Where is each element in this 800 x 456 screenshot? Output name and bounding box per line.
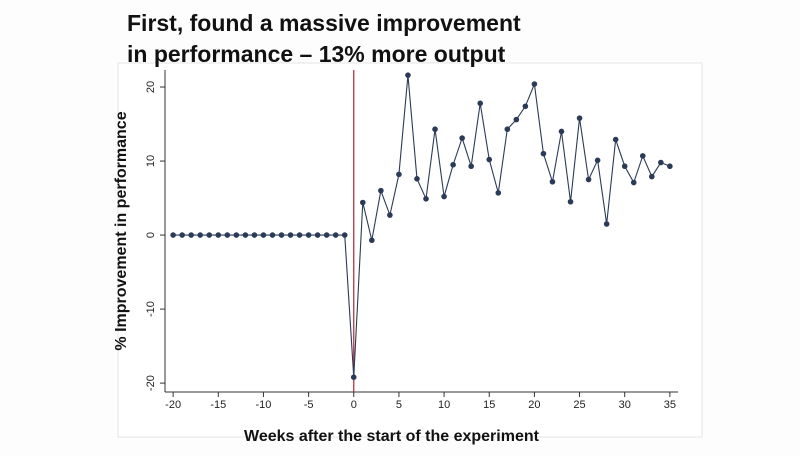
- data-point: [621, 163, 628, 170]
- data-point: [369, 237, 375, 244]
- data-point: [188, 232, 194, 238]
- y-tick-label: 20: [145, 81, 157, 93]
- x-tick-label: 30: [619, 399, 631, 411]
- data-point: [513, 116, 520, 123]
- y-tick-label: -10: [145, 301, 157, 317]
- x-tick-label: -5: [304, 399, 314, 411]
- data-point: [414, 176, 420, 182]
- data-point: [459, 135, 465, 141]
- data-point: [206, 232, 213, 238]
- x-tick-label: 10: [438, 399, 450, 411]
- data-point: [639, 153, 646, 159]
- data-point: [450, 161, 456, 168]
- y-tick-label: 0: [145, 232, 157, 238]
- data-point: [233, 232, 240, 238]
- data-point: [350, 374, 357, 380]
- data-point: [567, 198, 574, 205]
- data-point: [667, 163, 673, 170]
- x-tick-label: 35: [664, 399, 676, 411]
- data-point: [278, 232, 285, 238]
- x-tick-label: -10: [255, 399, 271, 411]
- data-point: [332, 232, 339, 238]
- data-point: [296, 232, 303, 238]
- data-point: [658, 159, 664, 166]
- data-point: [405, 72, 411, 78]
- data-point: [269, 232, 276, 238]
- data-point: [432, 126, 438, 133]
- data-point: [260, 232, 267, 238]
- data-point: [603, 221, 610, 227]
- data-point: [477, 100, 484, 107]
- data-point: [495, 190, 502, 196]
- x-tick-label: 15: [483, 399, 495, 411]
- data-point: [612, 136, 619, 143]
- data-point: [549, 178, 556, 185]
- data-point: [215, 232, 222, 238]
- data-point: [441, 193, 447, 200]
- data-point: [522, 103, 529, 110]
- data-point: [287, 232, 294, 238]
- y-tick-label: -20: [145, 375, 157, 391]
- data-point: [251, 232, 258, 238]
- data-point: [170, 232, 176, 238]
- y-tick-label: 10: [145, 155, 157, 167]
- y-axis-title: % Improvement in performance: [113, 111, 130, 350]
- data-point: [576, 115, 583, 121]
- data-point: [197, 232, 204, 238]
- x-tick-label: 25: [573, 399, 585, 411]
- data-point: [314, 232, 321, 238]
- data-point: [486, 156, 493, 163]
- x-tick-label: 20: [528, 399, 540, 411]
- data-point: [504, 126, 511, 133]
- x-tick-label: 5: [396, 399, 402, 411]
- data-point: [242, 232, 249, 238]
- data-point: [179, 232, 185, 238]
- data-point: [558, 128, 565, 135]
- data-point: [378, 187, 384, 194]
- x-tick-label: -15: [210, 399, 226, 411]
- data-point: [305, 232, 312, 238]
- data-point: [468, 163, 474, 170]
- x-axis-title: Weeks after the start of the experiment: [244, 428, 540, 445]
- data-point: [323, 232, 330, 238]
- data-point: [387, 212, 393, 218]
- data-point: [585, 176, 592, 183]
- slide-title: First, found a massive improvement in pe…: [127, 10, 521, 67]
- graph-region: [117, 62, 703, 438]
- data-point: [531, 81, 538, 87]
- data-point: [224, 232, 231, 238]
- data-point: [630, 179, 637, 186]
- x-tick-label: -20: [165, 399, 181, 411]
- data-point: [594, 157, 601, 164]
- data-point: [341, 232, 348, 238]
- data-point: [396, 171, 402, 178]
- x-tick-label: 0: [351, 399, 357, 411]
- data-point: [540, 150, 547, 157]
- data-point: [649, 173, 655, 180]
- data-point: [359, 199, 366, 206]
- data-point: [423, 196, 429, 202]
